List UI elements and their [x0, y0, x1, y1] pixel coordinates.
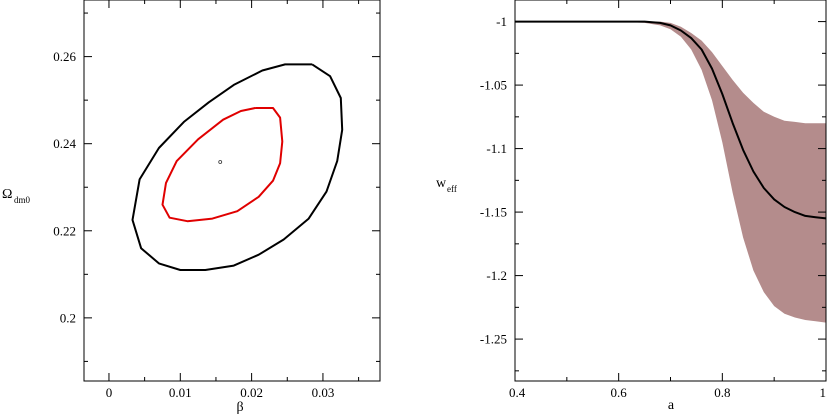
weff-x-tick-label: 0.6 — [611, 385, 628, 400]
best-fit-point — [218, 160, 223, 164]
weff-confidence-band — [515, 21, 826, 323]
weff-x-axis-label: a — [668, 398, 675, 413]
contour-y-axis-label-main: Ω — [2, 187, 12, 202]
weff-y-tick-label: -1.25 — [480, 332, 507, 347]
contour-x-tick-label: 0 — [106, 385, 113, 400]
weff-y-tick-label: -1.2 — [486, 268, 507, 283]
weff-line-group — [515, 20, 827, 220]
contour-y-axis-label-sub: dm0 — [14, 195, 31, 205]
weff-y-axis-label-sub: eff — [447, 184, 457, 194]
contour-outer-line — [131, 63, 344, 271]
weff-y-tick-label: -1 — [496, 14, 507, 29]
contour-x-tick-label: 0.01 — [169, 385, 192, 400]
weff-x-tick-label: 1 — [820, 385, 827, 400]
weff-ticks: 0.4 0.6 0.8 1 -1 -1.05 -1.1 -1.15 -1.2 -1.25 — [480, 0, 827, 400]
contour-y-tick-label: 0.24 — [53, 136, 76, 151]
contour-ticks: 0 0.01 0.02 0.03 0.2 0.22 0.24 0.26 — [53, 0, 380, 400]
contour-lines — [131, 63, 344, 271]
contour-y-axis-label: Ω dm0 — [2, 187, 31, 205]
weff-x-tick-label: 0.4 — [509, 385, 526, 400]
contour-plot-frame — [83, 0, 381, 382]
contour-y-tick-label: 0.2 — [60, 310, 76, 325]
weff-y-tick-label: -1.1 — [486, 141, 507, 156]
contour-x-tick-label: 0.03 — [312, 385, 335, 400]
weff-band-group — [515, 21, 826, 323]
weff-y-tick-label: -1.15 — [480, 205, 507, 220]
contour-panel: 0 0.01 0.02 0.03 0.2 0.22 0.24 0.26 β Ω dm0 — [2, 0, 381, 415]
weff-panel: 0.4 0.6 0.8 1 -1 -1.05 -1.1 -1.15 -1.2 -1.25 a w … — [436, 0, 827, 413]
contour-x-axis-label: β — [236, 400, 243, 415]
weff-y-axis-label: w eff — [436, 176, 457, 194]
contour-inner-line — [161, 107, 284, 223]
weff-x-tick-label: 0.8 — [714, 385, 730, 400]
weff-y-tick-label: -1.05 — [480, 78, 507, 93]
weff-y-axis-label-main: w — [436, 176, 447, 191]
contour-x-tick-label: 0.02 — [240, 385, 263, 400]
contour-y-tick-label: 0.26 — [53, 49, 76, 64]
contour-y-tick-label: 0.22 — [53, 223, 76, 238]
weff-mean-line — [515, 20, 827, 220]
